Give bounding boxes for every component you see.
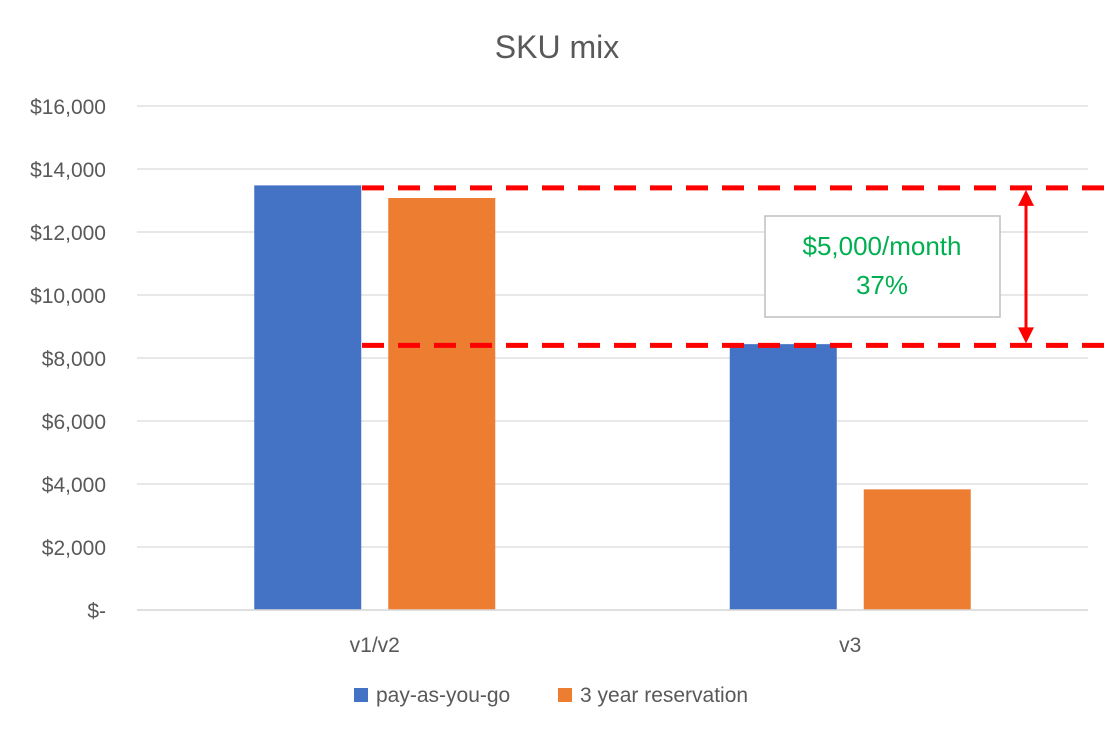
bar-pay-as-you-go-v3 [729,344,837,610]
y-tick-label: $- [87,600,106,623]
legend: pay-as-you-go 3 year reservation [354,684,748,707]
annotation-box [764,215,1001,318]
y-tick-label: $10,000 [30,285,106,308]
y-tick-label: $12,000 [30,222,106,245]
legend-label-pay-as-you-go: pay-as-you-go [376,684,510,707]
legend-swatch-pay-as-you-go [354,688,368,702]
annotation-percent: 37% [856,270,908,300]
legend-label-3-year-reservation: 3 year reservation [580,684,748,707]
chart-title: SKU mix [495,29,619,65]
x-tick-label: v3 [839,634,861,657]
x-tick-label: v1/v2 [350,634,400,657]
y-tick-label: $16,000 [30,96,106,119]
y-tick-label: $2,000 [42,537,106,560]
savings-annotation: $5,000/month 37% [362,185,1104,348]
y-tick-label: $6,000 [42,411,106,434]
y-tick-label: $8,000 [42,348,106,371]
annotation-amount: $5,000/month [802,231,961,261]
y-tick-label: $14,000 [30,159,106,182]
y-tick-label: $4,000 [42,474,106,497]
bars [254,185,971,611]
bar-pay-as-you-go-v1v2 [254,185,362,610]
bar-3-year-reservation-v1v2 [388,197,496,611]
legend-swatch-3-year-reservation [558,688,572,702]
difference-arrow-head-up [1018,189,1034,206]
difference-arrow-head-down [1018,327,1034,344]
x-axis: v1/v2 v3 [137,609,1088,657]
y-axis: $- $2,000 $4,000 $6,000 $8,000 $10,000 $12,000… [30,96,106,623]
bar-3-year-reservation-v3 [863,489,971,610]
